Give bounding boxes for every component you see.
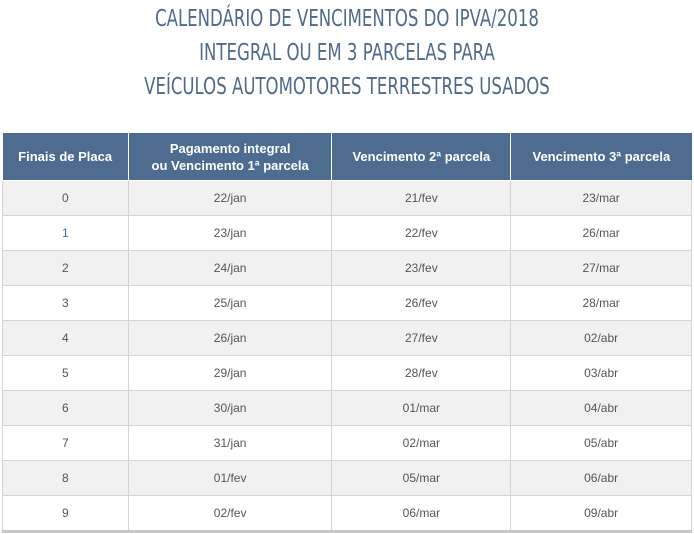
cell-vencimento-1: 29/jan <box>127 355 333 391</box>
header-pagamento-integral: Pagamento integral ou Vencimento 1ª parce… <box>127 133 333 181</box>
table-row: 3 25/jan 26/fev 28/mar <box>2 285 692 321</box>
cell-vencimento-3: 27/mar <box>510 250 692 286</box>
cell-final-placa: 6 <box>2 390 129 426</box>
cell-vencimento-3: 05/abr <box>510 425 692 461</box>
cell-vencimento-3: 02/abr <box>510 320 692 356</box>
cell-vencimento-1: 31/jan <box>127 425 333 461</box>
cell-vencimento-3: 04/abr <box>510 390 692 426</box>
cell-vencimento-2: 01/mar <box>331 390 512 426</box>
table-header-row: Finais de Placa Pagamento integral ou Ven… <box>2 133 692 181</box>
cell-final-placa: 0 <box>2 180 129 216</box>
cell-vencimento-3: 03/abr <box>510 355 692 391</box>
header-line-1: Pagamento integral <box>169 140 291 156</box>
cell-final-placa: 7 <box>2 425 129 461</box>
table-row: 8 01/fev 05/mar 06/abr <box>2 460 692 496</box>
page-title: CALENDÁRIO DE VENCIMENTOS DO IPVA/2018 I… <box>0 4 694 106</box>
table-row: 5 29/jan 28/fev 03/abr <box>2 355 692 391</box>
cell-vencimento-1: 25/jan <box>127 285 333 321</box>
cell-vencimento-3: 26/mar <box>510 215 692 251</box>
cell-vencimento-1: 30/jan <box>127 390 333 426</box>
table-row: 4 26/jan 27/fev 02/abr <box>2 320 692 356</box>
cell-vencimento-2: 26/fev <box>331 285 512 321</box>
cell-final-placa: 1 <box>2 215 129 251</box>
cell-vencimento-2: 02/mar <box>331 425 512 461</box>
table-row: 6 30/jan 01/mar 04/abr <box>2 390 692 426</box>
cell-vencimento-3: 06/abr <box>510 460 692 496</box>
cell-final-placa: 5 <box>2 355 129 391</box>
cell-vencimento-2: 05/mar <box>331 460 512 496</box>
cell-vencimento-1: 02/fev <box>127 495 333 533</box>
cell-vencimento-2: 23/fev <box>331 250 512 286</box>
table-row: 9 02/fev 06/mar 09/abr <box>2 495 692 533</box>
cell-final-placa: 2 <box>2 250 129 286</box>
cell-final-placa: 3 <box>2 285 129 321</box>
table-row: 2 24/jan 23/fev 27/mar <box>2 250 692 286</box>
cell-vencimento-3: 09/abr <box>510 495 692 533</box>
ipva-schedule-table: Finais de Placa Pagamento integral ou Ven… <box>2 133 692 533</box>
cell-vencimento-1: 24/jan <box>127 250 333 286</box>
title-line-1: CALENDÁRIO DE VENCIMENTOS DO IPVA/2018 <box>155 6 539 32</box>
cell-final-placa: 9 <box>2 495 129 533</box>
cell-vencimento-2: 28/fev <box>331 355 512 391</box>
cell-vencimento-3: 23/mar <box>510 180 692 216</box>
cell-vencimento-2: 27/fev <box>331 320 512 356</box>
cell-vencimento-2: 22/fev <box>331 215 512 251</box>
header-line-2: ou Vencimento 1ª parcela <box>151 157 309 173</box>
cell-vencimento-1: 23/jan <box>127 215 333 251</box>
title-line-2: INTEGRAL OU EM 3 PARCELAS PARA <box>199 40 495 66</box>
header-vencimento-3: Vencimento 3ª parcela <box>510 133 692 181</box>
cell-vencimento-1: 22/jan <box>127 180 333 216</box>
cell-vencimento-3: 28/mar <box>510 285 692 321</box>
cell-final-placa: 4 <box>2 320 129 356</box>
cell-final-placa: 8 <box>2 460 129 496</box>
table-row: 0 22/jan 21/fev 23/mar <box>2 180 692 216</box>
title-line-3: VEÍCULOS AUTOMOTORES TERRESTRES USADOS <box>144 74 550 100</box>
cell-vencimento-1: 01/fev <box>127 460 333 496</box>
table-row: 1 23/jan 22/fev 26/mar <box>2 215 692 251</box>
cell-vencimento-2: 06/mar <box>331 495 512 533</box>
cell-vencimento-2: 21/fev <box>331 180 512 216</box>
table-row: 7 31/jan 02/mar 05/abr <box>2 425 692 461</box>
cell-vencimento-1: 26/jan <box>127 320 333 356</box>
header-vencimento-2: Vencimento 2ª parcela <box>331 133 512 181</box>
header-finais-de-placa: Finais de Placa <box>2 133 129 181</box>
